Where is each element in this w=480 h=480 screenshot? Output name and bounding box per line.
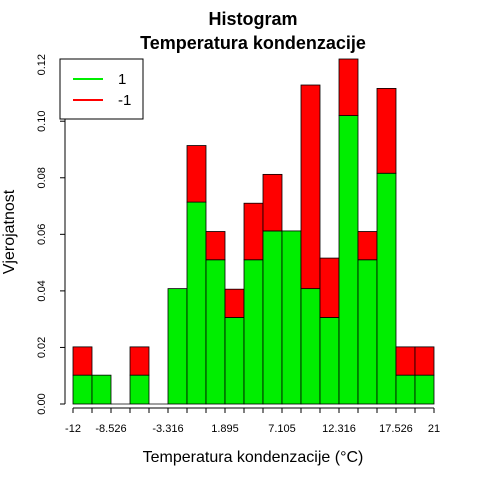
x-tick-label: -12 bbox=[65, 423, 81, 435]
bar-series1-bin-3 bbox=[129, 374, 150, 405]
chart-subtitle: Temperatura kondenzacije bbox=[140, 33, 366, 53]
bar-series1-bin-13 bbox=[319, 317, 340, 405]
y-tick-label: 0.06 bbox=[36, 224, 48, 245]
x-tick-label: -8.526 bbox=[95, 423, 126, 435]
x-tick-label: -3.316 bbox=[152, 423, 183, 435]
bar-series2-bin-14 bbox=[338, 58, 359, 116]
x-tick-label: 1.895 bbox=[211, 423, 239, 435]
y-tick-label: 0.10 bbox=[36, 111, 48, 132]
bar-series2-bin-0 bbox=[72, 346, 93, 376]
bar-series1-bin-15 bbox=[357, 259, 378, 405]
bars-group bbox=[72, 58, 435, 405]
y-axis: 0.00 0.02 0.04 0.06 0.08 0.10 0.12 bbox=[36, 54, 66, 415]
y-tick-label: 0.04 bbox=[36, 280, 48, 301]
chart-title: Histogram bbox=[208, 9, 297, 29]
x-axis-label: Temperatura kondenzacije (°C) bbox=[143, 449, 364, 466]
legend-label-2: -1 bbox=[118, 92, 131, 109]
legend-box bbox=[59, 58, 144, 120]
bar-series1-bin-5 bbox=[167, 288, 188, 405]
y-axis-label: Vjerojatnost bbox=[1, 189, 18, 274]
legend-label-1: 1 bbox=[118, 71, 126, 88]
bar-series1-bin-18 bbox=[414, 374, 435, 405]
bar-series1-bin-12 bbox=[300, 288, 321, 405]
bar-series1-bin-14 bbox=[338, 115, 359, 405]
bar-series2-bin-15 bbox=[357, 231, 378, 261]
bar-series1-bin-7 bbox=[205, 259, 226, 405]
bar-series2-bin-13 bbox=[319, 257, 340, 318]
bar-series2-bin-6 bbox=[186, 145, 207, 203]
bar-series2-bin-18 bbox=[414, 346, 435, 376]
x-tick-label: 17.526 bbox=[379, 423, 413, 435]
bar-series2-bin-7 bbox=[205, 231, 226, 261]
y-tick-label: 0.08 bbox=[36, 167, 48, 188]
y-tick-label: 0.02 bbox=[36, 337, 48, 358]
bar-series2-bin-10 bbox=[262, 173, 283, 232]
bar-series2-bin-3 bbox=[129, 346, 150, 376]
bar-series2-bin-16 bbox=[376, 88, 397, 174]
bar-series2-bin-12 bbox=[300, 84, 321, 290]
x-axis: -12 -8.526 -3.316 1.895 7.105 12.316 17.526 21 bbox=[65, 407, 440, 435]
bar-series1-bin-17 bbox=[395, 374, 416, 405]
bar-series1-bin-0 bbox=[72, 374, 93, 405]
bar-series2-bin-17 bbox=[395, 346, 416, 376]
bar-series1-bin-11 bbox=[281, 230, 302, 405]
bar-series1-bin-6 bbox=[186, 201, 207, 405]
x-tick-label: 21 bbox=[428, 423, 440, 435]
bar-series2-bin-8 bbox=[224, 288, 245, 318]
bar-series1-bin-16 bbox=[376, 172, 397, 405]
bar-series1-bin-1 bbox=[91, 374, 112, 405]
bar-series1-bin-9 bbox=[243, 259, 264, 405]
y-tick-label: 0.00 bbox=[36, 393, 48, 414]
bar-series1-bin-10 bbox=[262, 230, 283, 405]
bar-series1-bin-8 bbox=[224, 317, 245, 405]
x-tick-label: 7.105 bbox=[268, 423, 296, 435]
bar-series2-bin-9 bbox=[243, 202, 264, 261]
legend: 1 -1 bbox=[59, 58, 144, 120]
x-tick-label: 12.316 bbox=[322, 423, 356, 435]
y-tick-label: 0.12 bbox=[36, 54, 48, 75]
